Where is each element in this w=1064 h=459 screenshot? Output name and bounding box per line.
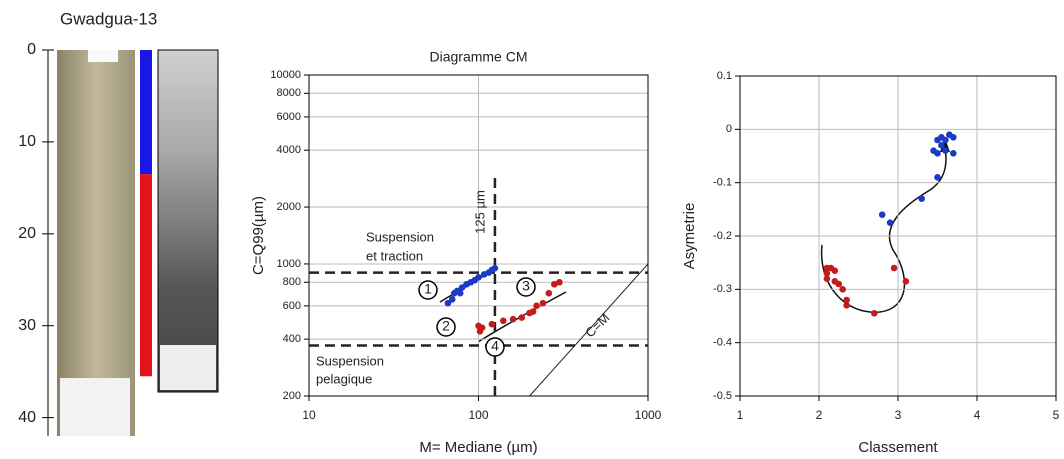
data-point <box>539 299 547 307</box>
y-tick-label: -0.1 <box>713 177 732 189</box>
y-tick-label: 40 <box>18 409 36 426</box>
data-point <box>843 302 850 309</box>
annotation: 2 <box>442 318 450 334</box>
data-point <box>934 174 941 181</box>
y-tick-label: 8000 <box>277 87 301 99</box>
y-tick-label: -0.4 <box>713 337 732 349</box>
number-circle <box>485 337 505 357</box>
annotation: Suspension <box>366 229 434 244</box>
data-point <box>444 299 452 307</box>
facies-band <box>140 50 152 175</box>
data-point <box>871 310 878 317</box>
data-point <box>823 270 831 277</box>
annotation: 1 <box>424 281 432 297</box>
data-point <box>533 302 540 310</box>
data-point <box>478 324 486 331</box>
data-point <box>918 195 925 202</box>
y-tick-label: 800 <box>283 276 301 288</box>
data-point <box>475 273 482 281</box>
annotation: 125 µm <box>472 190 487 234</box>
y-tick-label: -0.5 <box>713 390 732 402</box>
data-point <box>823 275 831 282</box>
y-tick-label: 2000 <box>277 201 301 213</box>
y-tick-label: 10 <box>18 133 36 150</box>
y-tick-label: 0 <box>726 123 732 135</box>
data-point <box>518 314 526 321</box>
data-point <box>529 308 537 315</box>
data-point <box>550 281 558 288</box>
facies-band <box>140 174 152 377</box>
data-point <box>831 267 839 274</box>
number-circle <box>418 280 438 300</box>
y-tick-label: 4000 <box>277 144 301 156</box>
data-point <box>950 134 957 141</box>
core-block <box>60 378 130 436</box>
number-circle <box>516 277 536 297</box>
data-point <box>938 142 945 149</box>
data-point <box>942 147 949 154</box>
y-tick-label: 400 <box>283 333 301 345</box>
data-point <box>488 320 496 328</box>
annotation: pelagique <box>316 371 372 386</box>
data-point <box>491 264 499 272</box>
c-equals-m-line <box>529 263 649 397</box>
y-tick-label: 200 <box>283 390 301 402</box>
xray-photo <box>157 49 219 393</box>
y-tick-label: 600 <box>283 300 301 312</box>
x-tick-label: 2 <box>816 408 823 422</box>
x-tick-label: 3 <box>895 408 902 422</box>
x-tick-label: 1000 <box>635 408 662 422</box>
chart-title: Diagramme CM <box>429 49 527 65</box>
annotation: C=M <box>582 310 612 340</box>
x-axis-label: Classement <box>858 439 938 456</box>
data-point <box>509 315 517 323</box>
data-point <box>878 211 886 218</box>
y-tick-label: -0.3 <box>713 283 732 295</box>
data-point <box>499 317 507 325</box>
data-point <box>950 150 957 157</box>
y-tick-label: 0.1 <box>717 70 732 82</box>
x-tick-label: 1 <box>737 408 744 422</box>
y-tick-label: 30 <box>18 317 36 334</box>
y-tick-label: 1000 <box>277 258 301 270</box>
x-tick-label: 5 <box>1053 408 1060 422</box>
data-point <box>942 136 949 144</box>
y-axis-label: Asymetrie <box>681 203 698 270</box>
x-tick-label: 100 <box>468 408 488 422</box>
y-tick-label: 0 <box>27 41 36 58</box>
annotation: et traction <box>366 248 423 263</box>
data-point <box>545 289 553 297</box>
chart-title: Gwadgua-13 <box>60 9 157 28</box>
x-tick-label: 10 <box>302 408 316 422</box>
annotation: 4 <box>491 338 499 354</box>
data-point <box>886 219 894 226</box>
core-block <box>88 50 118 62</box>
plot-frame <box>308 74 649 397</box>
xray-block <box>160 345 216 390</box>
core-photo <box>57 50 135 436</box>
plot-frame <box>739 75 1057 397</box>
data-point <box>448 295 456 303</box>
y-tick-label: -0.2 <box>713 230 732 242</box>
data-point <box>839 286 846 293</box>
y-tick-label: 6000 <box>277 111 301 123</box>
data-point <box>456 289 464 297</box>
y-tick-label: 10000 <box>270 69 301 81</box>
y-tick-label: 20 <box>18 225 36 242</box>
x-axis-label: M= Mediane (µm) <box>419 439 537 456</box>
data-point <box>556 278 563 286</box>
data-point <box>890 264 898 272</box>
annotation: 3 <box>522 278 530 294</box>
data-point <box>934 150 941 157</box>
trend-curve <box>477 291 567 343</box>
number-circle <box>436 317 456 337</box>
x-tick-label: 4 <box>974 408 981 422</box>
data-point <box>835 280 843 288</box>
data-point <box>843 296 850 304</box>
data-point <box>902 278 910 285</box>
annotation: Suspension <box>316 353 384 368</box>
y-axis-label: C=Q99(µm) <box>250 196 267 275</box>
